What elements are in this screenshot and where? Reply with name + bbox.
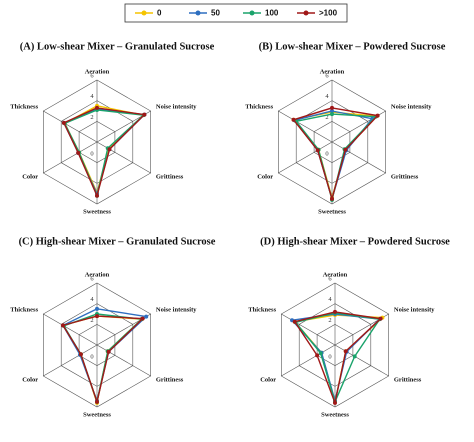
r-tick-label: 6	[328, 275, 332, 282]
series-marker	[291, 117, 296, 122]
axis-label: Thickness	[10, 103, 38, 110]
r-tick-label: 2	[90, 114, 93, 121]
series-marker	[343, 147, 348, 152]
series-marker	[107, 147, 112, 152]
axis-label: Grittiness	[156, 376, 184, 383]
series-marker	[330, 105, 334, 110]
axis-label: Color	[22, 376, 38, 383]
spoke	[278, 141, 333, 174]
r-tick-label: 6	[325, 72, 329, 79]
series-marker	[333, 400, 337, 405]
series-line	[61, 315, 144, 406]
axis-label: Grittiness	[156, 173, 184, 180]
axis-label: Color	[260, 376, 276, 383]
series-marker	[60, 323, 65, 328]
chart-title: (D) High-shear Mixer – Powdered Sucrose	[260, 236, 450, 247]
r-tick-label: 4	[90, 93, 94, 100]
axis-label: Noise intensity	[391, 103, 432, 110]
axis-label: Aeration	[85, 68, 110, 75]
axis-label: Noise intensity	[156, 103, 197, 110]
axis-label: Aeration	[85, 271, 110, 278]
series-marker	[292, 319, 297, 324]
axis-label: Aeration	[323, 271, 348, 278]
chart-title: (B) Low-shear Mixer – Powdered Sucrose	[259, 41, 446, 52]
series-marker	[95, 193, 99, 198]
axis-label: Sweetness	[321, 411, 349, 418]
r-tick-label: 0	[90, 150, 93, 157]
axis-label: Sweetness	[83, 411, 111, 418]
legend-marker	[303, 10, 309, 16]
series-line	[293, 110, 374, 202]
series-line	[62, 313, 144, 405]
spoke	[278, 110, 333, 143]
r-tick-label: 4	[90, 296, 94, 303]
axis-label: Sweetness	[83, 208, 111, 215]
axis-label: Noise intensity	[394, 306, 435, 313]
series-marker	[95, 399, 99, 404]
spoke	[334, 344, 389, 377]
series-marker	[333, 309, 337, 314]
axis-label: Color	[22, 173, 38, 180]
r-tick-label: 0	[328, 353, 331, 360]
series-marker	[330, 109, 334, 113]
legend-label: >100	[319, 9, 338, 18]
series-marker	[142, 112, 147, 117]
legend-label: 0	[157, 9, 162, 18]
series-marker	[95, 314, 99, 319]
series-marker	[61, 120, 66, 125]
series-marker	[315, 353, 320, 358]
r-tick-label: 4	[325, 93, 329, 100]
spoke	[96, 141, 151, 174]
axis-label: Thickness	[245, 103, 273, 110]
series-marker	[76, 150, 81, 155]
legend-marker	[141, 10, 147, 16]
legend-label: 100	[265, 9, 279, 18]
r-tick-label: 6	[90, 72, 94, 79]
series-marker	[375, 113, 380, 118]
legend-label: 50	[211, 9, 220, 18]
series-marker	[140, 316, 145, 321]
chart-title: (C) High-shear Mixer – Granulated Sucros…	[19, 236, 216, 247]
series-marker	[330, 196, 334, 201]
series-marker	[343, 349, 348, 354]
r-tick-label: 6	[90, 275, 94, 282]
r-tick-label: 2	[325, 114, 328, 121]
spoke	[281, 344, 336, 377]
r-tick-label: 2	[328, 317, 331, 324]
series-marker	[378, 316, 383, 321]
spoke	[96, 344, 151, 377]
axis-label: Color	[257, 173, 273, 180]
spoke	[281, 313, 336, 346]
series-marker	[352, 354, 357, 359]
r-tick-label: 0	[325, 150, 328, 157]
series-marker	[315, 148, 320, 153]
axis-label: Grittiness	[394, 376, 422, 383]
series-marker	[106, 349, 111, 354]
spoke	[43, 141, 98, 174]
r-tick-label: 4	[328, 296, 332, 303]
series-marker	[78, 352, 83, 357]
axis-label: Aeration	[320, 68, 345, 75]
r-tick-label: 2	[90, 317, 93, 324]
spoke	[43, 110, 98, 143]
axis-label: Thickness	[248, 306, 276, 313]
series-marker	[95, 306, 99, 311]
series-marker	[330, 112, 334, 117]
spoke	[331, 141, 386, 174]
axis-label: Noise intensity	[156, 306, 197, 313]
chart-title: (A) Low-shear Mixer – Granulated Sucrose	[20, 41, 215, 52]
legend-marker	[249, 10, 255, 16]
r-tick-label: 0	[90, 353, 93, 360]
legend-box	[124, 3, 348, 23]
legend-marker	[195, 10, 201, 16]
axis-label: Sweetness	[318, 208, 346, 215]
axis-label: Grittiness	[391, 173, 419, 180]
series-marker	[318, 351, 323, 356]
spoke	[43, 344, 98, 377]
series-marker	[95, 105, 99, 110]
spoke	[43, 313, 98, 346]
axis-label: Thickness	[10, 306, 38, 313]
series-marker	[144, 314, 149, 319]
